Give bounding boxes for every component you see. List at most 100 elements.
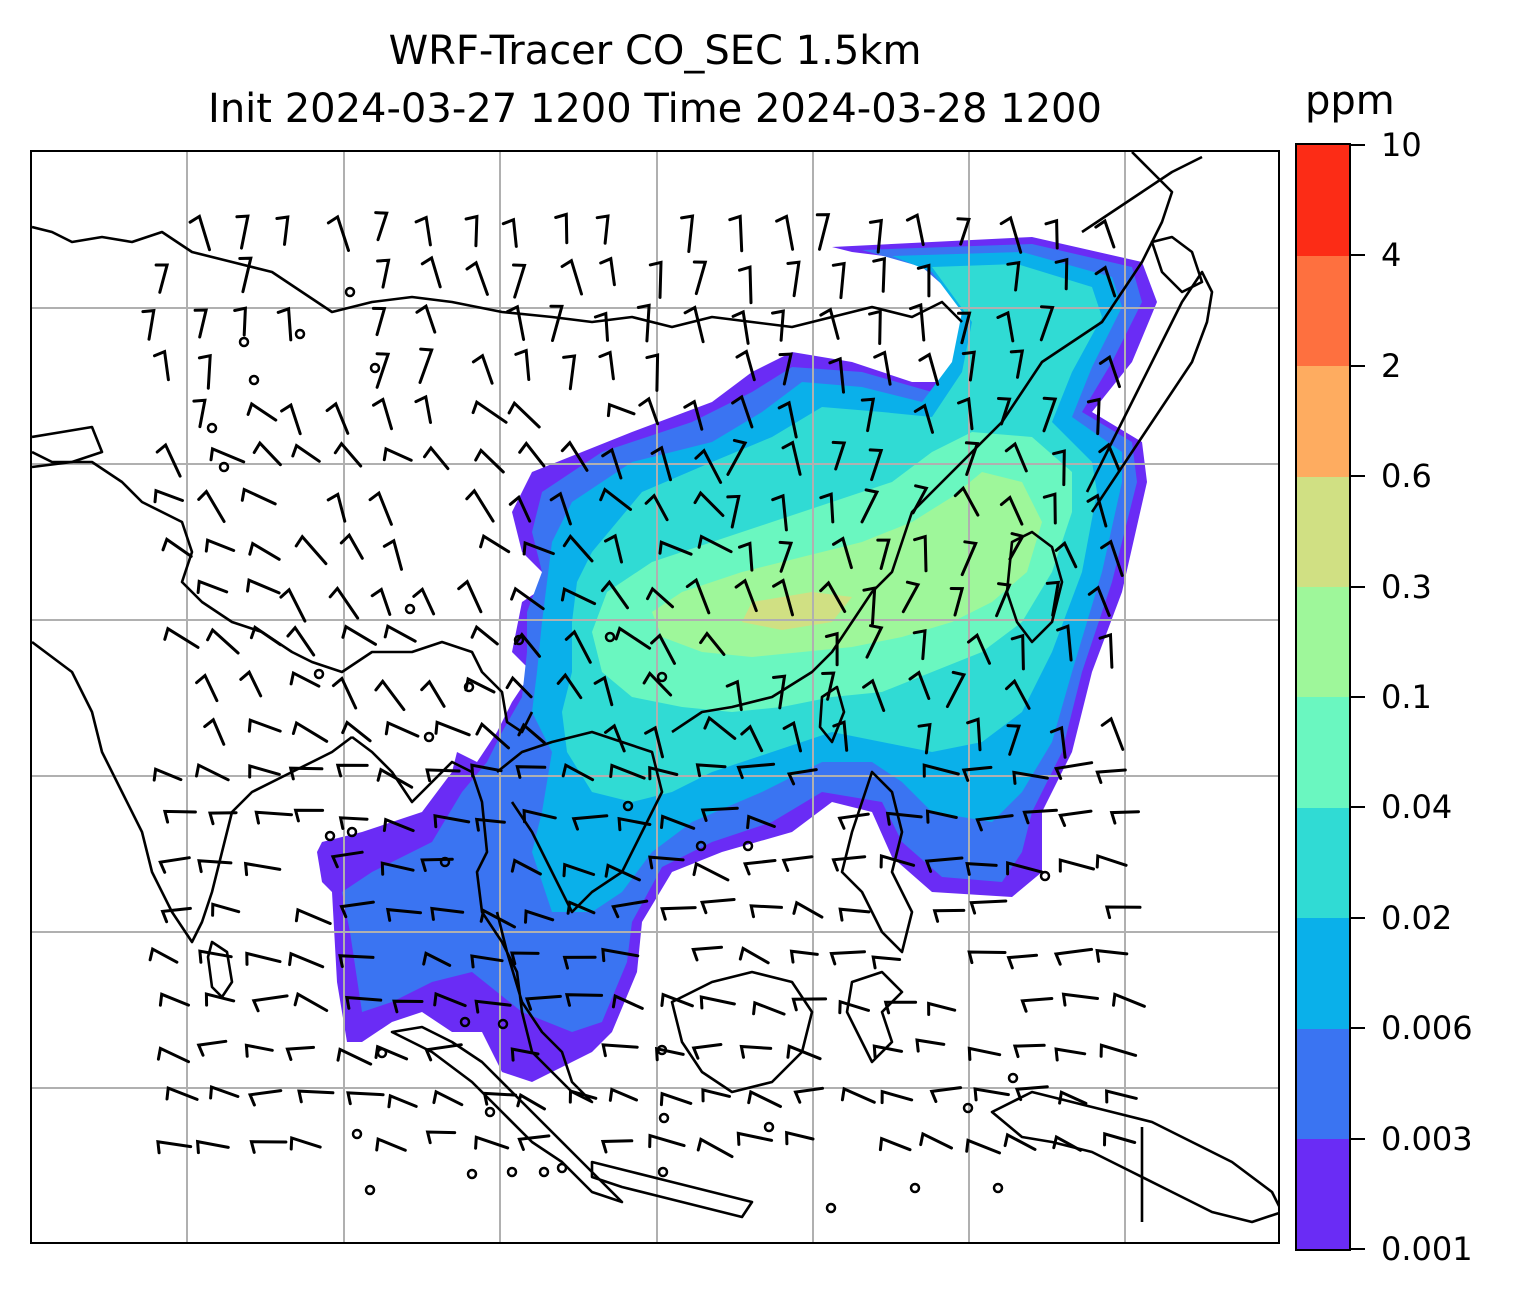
coastline-india — [32, 640, 353, 944]
wind-barb — [474, 1135, 510, 1150]
wind-barb — [510, 586, 545, 611]
wind-barb — [739, 1044, 773, 1059]
wind-barb — [831, 261, 846, 300]
wind-barb — [246, 401, 278, 422]
wind-barb — [1098, 354, 1121, 389]
colorbar-tick — [1351, 1137, 1365, 1140]
wind-barb — [285, 1045, 315, 1061]
wind-barb — [644, 493, 669, 522]
wind-barb — [326, 214, 350, 252]
wind-barb — [430, 906, 465, 921]
wind-barb — [908, 670, 931, 700]
wind-barb — [293, 808, 325, 823]
wind-barb — [371, 306, 387, 337]
wind-barb — [243, 861, 282, 877]
wind-barb — [161, 537, 193, 558]
wind-barb — [832, 536, 853, 570]
wind-barb — [245, 951, 282, 966]
calm-wind-marker — [506, 1166, 518, 1178]
wind-barb — [815, 213, 831, 251]
wind-barb — [338, 816, 369, 830]
wind-barb — [1006, 860, 1044, 876]
wind-barb — [479, 908, 516, 929]
wind-barb — [341, 720, 372, 743]
wind-barb — [1012, 1043, 1046, 1059]
wind-barb — [692, 861, 730, 882]
wind-barb — [506, 304, 526, 341]
wind-barb — [918, 352, 940, 386]
wind-barb — [1058, 809, 1093, 827]
wind-barb — [247, 1089, 283, 1107]
coastline-sri-lanka — [206, 940, 234, 999]
wind-barb — [957, 396, 974, 431]
wind-barb — [872, 1044, 904, 1059]
colorbar-band — [1297, 807, 1349, 919]
wind-barb — [838, 907, 871, 922]
colorbar-band — [1297, 917, 1349, 1029]
wind-barb — [254, 810, 293, 825]
wind-barb — [279, 587, 307, 623]
wind-barb — [868, 218, 883, 254]
wind-barb — [593, 311, 609, 342]
wind-barb — [793, 1086, 824, 1104]
wind-barb — [475, 721, 510, 750]
map-panel — [30, 150, 1280, 1244]
wind-barb — [699, 631, 726, 656]
wind-barb — [693, 490, 725, 517]
wind-barb — [642, 671, 673, 697]
coastline-hokkaido — [1150, 235, 1204, 294]
wind-barb — [953, 485, 980, 517]
wind-barb — [865, 624, 884, 659]
wind-barb — [1086, 493, 1108, 528]
wind-barb — [516, 1092, 546, 1111]
wind-barb — [606, 402, 636, 418]
wind-barb — [471, 399, 508, 424]
calm-wind-marker — [1039, 870, 1051, 882]
wind-barb — [244, 1043, 274, 1058]
wind-barb — [738, 265, 753, 305]
wind-barb — [1105, 1089, 1138, 1104]
calm-wind-marker — [369, 362, 381, 374]
wind-barb — [775, 214, 795, 251]
wind-barb — [905, 212, 925, 247]
wind-barb — [211, 902, 241, 917]
wind-barb — [860, 397, 876, 433]
wind-barb — [345, 995, 383, 1010]
wind-barb — [383, 623, 417, 643]
wind-barb — [510, 1047, 540, 1062]
wind-barb — [197, 353, 212, 390]
wind-barb — [645, 353, 660, 392]
wind-barb — [735, 349, 756, 382]
wind-barb — [247, 718, 282, 733]
wind-barb — [909, 302, 926, 342]
wind-barb — [1012, 770, 1049, 785]
wind-barb — [1056, 624, 1073, 662]
calm-wind-marker — [538, 1166, 550, 1178]
wind-barb — [375, 1136, 407, 1152]
wind-barb — [482, 1091, 518, 1106]
wind-barb — [158, 992, 190, 1007]
wind-barb — [883, 1000, 918, 1015]
wind-barb — [829, 950, 866, 966]
wind-barb — [599, 256, 616, 287]
wind-barb — [871, 955, 902, 970]
wind-barb — [685, 577, 711, 615]
wind-barb — [1006, 953, 1038, 970]
wind-barb — [341, 624, 377, 646]
wind-barb — [233, 306, 247, 337]
wind-barb — [781, 440, 802, 476]
colorbar-band — [1297, 697, 1349, 808]
wind-barb — [1006, 260, 1021, 292]
coastline-indochina — [496, 730, 664, 914]
wind-barb — [288, 951, 325, 969]
wind-barb — [288, 766, 324, 781]
wind-barb — [155, 442, 182, 478]
wind-barb — [382, 446, 413, 462]
wind-barb — [828, 356, 845, 394]
coastlines — [32, 152, 1278, 1224]
wind-barb — [1100, 539, 1124, 577]
calm-wind-marker — [962, 1102, 974, 1114]
wind-barb — [660, 906, 697, 921]
calm-wind-marker — [218, 461, 230, 473]
wind-barb — [434, 720, 471, 737]
